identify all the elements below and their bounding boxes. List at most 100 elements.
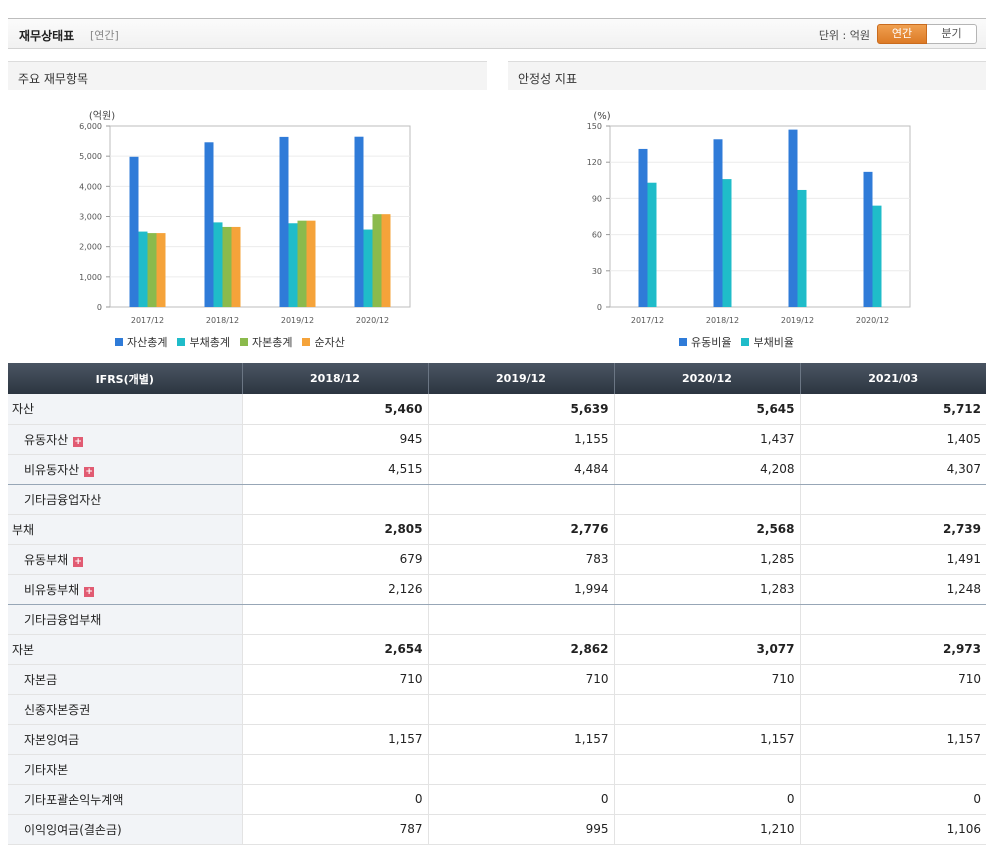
left-chart-bar <box>363 229 373 307</box>
value-cell: 4,307 <box>799 454 986 485</box>
table-row: 이익잉여금(결손금) 787 995 1,210 1,106 <box>8 814 986 845</box>
value-cell: 4,484 <box>427 454 614 485</box>
col-header-2020: 2020/12 <box>613 363 800 394</box>
expand-plus-icon[interactable]: + <box>84 586 95 597</box>
right-chart-unit-label: (%) <box>593 111 610 122</box>
row-label-cell: 기타포괄손익누계액 <box>8 784 242 815</box>
row-label: 자본잉여금 <box>24 732 80 747</box>
statement-period: [연간] <box>90 29 119 42</box>
left-chart-bar <box>372 214 382 307</box>
left-chart-legend-label: 자산총계 <box>127 336 168 349</box>
row-label-cell: 신종자본증권 <box>8 694 242 725</box>
table-row: 자본잉여금 1,157 1,157 1,157 1,157 <box>8 724 986 755</box>
left-chart-bar <box>147 233 157 307</box>
right-chart-legend-item: 유동비율 <box>679 334 731 350</box>
value-cell <box>241 484 428 515</box>
quarterly-tab[interactable]: 분기 <box>927 24 977 44</box>
expand-plus-icon[interactable]: + <box>84 466 95 477</box>
row-label: 비유동부채 <box>24 582 80 597</box>
value-cell: 1,157 <box>427 724 614 755</box>
expand-plus-icon[interactable]: + <box>73 436 84 447</box>
left-chart-legend-swatch <box>177 338 186 346</box>
right-panel-title: 안정성 지표 <box>518 72 578 86</box>
value-cell <box>613 484 800 515</box>
right-panel-header: 안정성 지표 <box>508 61 986 90</box>
left-chart-bar <box>354 136 364 307</box>
row-label-cell: 비유동자산 + <box>8 454 242 485</box>
annual-tab[interactable]: 연간 <box>877 24 927 44</box>
value-cell <box>799 754 986 785</box>
row-label: 유동자산 <box>24 432 69 447</box>
row-label-cell: 기타자본 <box>8 754 242 785</box>
value-cell: 0 <box>241 784 428 815</box>
left-panel-title: 주요 재무항목 <box>18 72 89 86</box>
left-chart-bar <box>129 156 139 307</box>
table-row: 자본금 710 710 710 710 <box>8 664 986 695</box>
expand-plus-icon[interactable]: + <box>73 556 84 567</box>
right-chart-y-tick-label: 90 <box>592 194 602 203</box>
row-label-cell: 부채 <box>8 514 242 545</box>
row-label-cell: 기타금융업자산 <box>8 484 242 515</box>
left-chart-bar <box>288 223 298 307</box>
left-chart-bar <box>231 226 241 307</box>
left-chart-bar <box>279 136 289 307</box>
right-chart-x-tick-label: 2019/12 <box>781 316 814 325</box>
right-chart-y-tick-label: 60 <box>592 231 602 240</box>
row-label: 기타금융업자산 <box>24 492 102 507</box>
value-cell: 710 <box>613 664 800 695</box>
value-cell <box>241 754 428 785</box>
right-chart-y-tick-label: 150 <box>587 122 602 131</box>
left-chart-y-tick-label: 4,000 <box>79 182 102 191</box>
left-chart-x-tick-label: 2019/12 <box>281 316 314 325</box>
right-chart-bar <box>863 171 873 307</box>
value-cell: 5,645 <box>613 394 800 425</box>
value-cell: 1,491 <box>799 544 986 575</box>
value-cell <box>799 484 986 515</box>
right-chart-bar <box>788 129 798 307</box>
value-cell: 710 <box>241 664 428 695</box>
financial-table: IFRS(개별) 2018/12 2019/12 2020/12 2021/03… <box>8 363 986 845</box>
row-label: 자본금 <box>24 672 58 687</box>
left-chart-legend-item: 자산총계 <box>115 334 167 350</box>
value-cell: 1,210 <box>613 814 800 845</box>
left-chart-bar <box>222 226 232 307</box>
right-chart-y-tick-label: 120 <box>587 158 602 167</box>
value-cell: 710 <box>427 664 614 695</box>
left-panel-header: 주요 재무항목 <box>8 61 487 90</box>
table-row: 기타금융업부채 <box>8 604 986 635</box>
row-label-cell: 자본 <box>8 634 242 665</box>
value-cell: 0 <box>613 784 800 815</box>
left-chart-legend-label: 순자산 <box>314 336 345 349</box>
value-cell <box>613 604 800 635</box>
row-label: 자본 <box>12 642 35 657</box>
value-cell <box>427 754 614 785</box>
right-chart-legend-swatch <box>741 338 750 346</box>
right-chart-legend-label: 유동비율 <box>691 336 732 349</box>
right-chart-x-tick-label: 2018/12 <box>706 316 739 325</box>
row-label-cell: 비유동부채 + <box>8 574 242 605</box>
value-cell <box>427 694 614 725</box>
row-label: 기타금융업부채 <box>24 612 102 627</box>
left-chart-y-tick-label: 0 <box>97 303 102 312</box>
table-row: 자본 2,654 2,862 3,077 2,973 <box>8 634 986 665</box>
row-label: 이익잉여금(결손금) <box>24 822 122 837</box>
value-cell: 1,157 <box>241 724 428 755</box>
value-cell <box>241 604 428 635</box>
value-cell <box>241 694 428 725</box>
right-chart-x-tick-label: 2020/12 <box>856 316 889 325</box>
row-label: 자산 <box>12 402 35 417</box>
left-chart-legend-swatch <box>115 338 123 346</box>
table-row: 기타금융업자산 <box>8 484 986 515</box>
left-chart-legend-item: 부채총계 <box>177 334 230 350</box>
table-row: 비유동자산 +4,515 4,484 4,208 4,307 <box>8 454 986 485</box>
value-cell: 2,568 <box>613 514 800 545</box>
right-chart-legend-swatch <box>679 338 687 346</box>
key-items-chart: (억원) 0 1,000 2,000 3,000 4,000 5,000 6,000 2017/… <box>79 110 411 325</box>
right-chart-legend: 유동비율 부채비율 <box>679 334 794 350</box>
right-chart-legend-item: 부채비율 <box>741 334 794 350</box>
value-cell <box>427 484 614 515</box>
row-label-cell: 자본잉여금 <box>8 724 242 755</box>
table-row: 자산 5,460 5,639 5,645 5,712 <box>8 394 986 425</box>
value-cell: 5,639 <box>427 394 614 425</box>
left-chart-legend-label: 자본총계 <box>251 336 293 349</box>
